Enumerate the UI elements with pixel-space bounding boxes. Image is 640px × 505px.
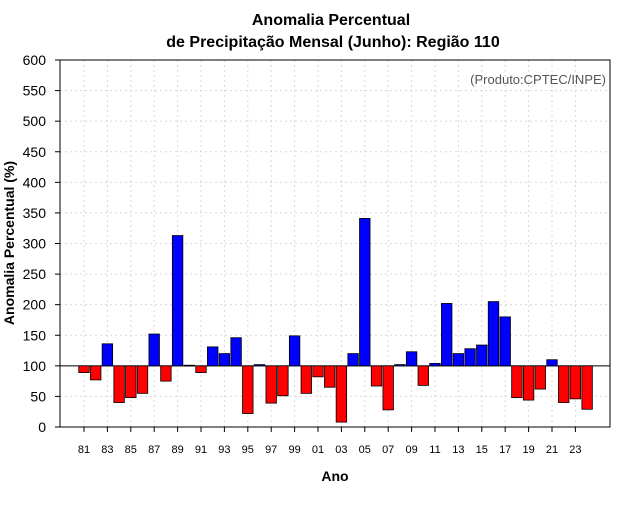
x-tick-label: 23 [569, 444, 581, 456]
bar-83 [101, 343, 114, 367]
bar-00 [300, 365, 312, 394]
x-tick-label: 95 [242, 444, 254, 456]
x-tick-label: 19 [522, 444, 534, 456]
chart-title-line-1: Anomalia Percentual [252, 12, 410, 29]
bar-82 [90, 365, 102, 381]
bar-98 [277, 365, 289, 397]
product-credit: (Produto:CPTEC/INPE) [470, 72, 606, 87]
x-tick-label: 05 [359, 444, 371, 456]
x-tick-label: 15 [476, 444, 488, 456]
bar-09 [405, 351, 418, 367]
y-tick-label: 500 [23, 113, 47, 129]
bar-94 [230, 337, 242, 367]
bar-18 [511, 365, 523, 399]
bar-01 [312, 365, 324, 378]
x-tick-label: 17 [499, 444, 511, 456]
bar-08 [394, 364, 406, 367]
x-tick-label: 89 [171, 444, 183, 456]
x-tick-label: 87 [148, 444, 160, 456]
bar-81 [78, 365, 90, 373]
y-axis-ticks: 0 50 100 150 200 250 300 350 400 450 500 550 600 [23, 52, 60, 435]
y-tick-label: 150 [23, 327, 47, 343]
bar-96 [253, 364, 266, 367]
y-tick-label: 200 [23, 297, 47, 313]
bar-95 [242, 365, 254, 414]
y-tick-label: 350 [23, 205, 47, 221]
x-tick-label: 01 [312, 444, 324, 456]
bar-23 [569, 365, 582, 400]
x-tick-label: 13 [452, 444, 464, 456]
x-tick-label: 21 [546, 444, 558, 456]
x-axis-ticks: 81 83 85 87 89 91 93 95 97 99 01 03 05 07 09 11 13 15 17 19… [78, 427, 582, 456]
x-tick-label: 07 [382, 444, 394, 456]
bar-14 [464, 348, 476, 367]
y-tick-label: 300 [23, 236, 47, 252]
y-axis-label: Anomalia Percentual (%) [1, 161, 17, 325]
y-tick-label: 600 [23, 52, 47, 68]
y-tick-label: 0 [38, 419, 46, 435]
bar-99 [288, 335, 301, 367]
x-axis-label: Ano [321, 468, 348, 484]
bar-05 [359, 218, 371, 367]
bar-93 [218, 353, 231, 367]
bar-07 [382, 365, 394, 411]
bar-02 [324, 365, 336, 388]
x-tick-label: 91 [195, 444, 207, 456]
bar-85 [125, 365, 137, 399]
x-tick-label: 11 [429, 444, 440, 456]
bars-layer [78, 218, 593, 423]
bar-15 [476, 344, 488, 367]
bar-86 [136, 365, 149, 394]
bar-10 [417, 365, 429, 386]
bar-97 [265, 365, 277, 404]
bar-88 [160, 365, 172, 382]
y-tick-label: 250 [23, 266, 47, 282]
y-tick-label: 100 [23, 358, 47, 374]
x-tick-label: 81 [78, 444, 90, 456]
chart-title-line-2: de Precipitação Mensal (Junho): Região 1… [166, 34, 500, 51]
y-tick-label: 450 [23, 144, 47, 160]
y-tick-label: 550 [23, 83, 47, 99]
x-tick-label: 99 [288, 444, 300, 456]
bar-91 [195, 365, 207, 373]
bar-04 [347, 353, 359, 367]
x-tick-label: 83 [101, 444, 113, 456]
y-tick-label: 400 [23, 174, 47, 190]
bar-16 [487, 301, 500, 367]
x-tick-label: 93 [218, 444, 230, 456]
bar-92 [207, 346, 219, 367]
bar-87 [148, 333, 160, 367]
bar-03 [335, 365, 348, 423]
bar-13 [452, 353, 465, 367]
bar-19 [522, 365, 535, 401]
x-tick-label: 03 [335, 444, 347, 456]
bar-20 [534, 365, 546, 390]
bar-84 [113, 365, 125, 403]
y-tick-label: 50 [30, 388, 46, 404]
bar-89 [171, 235, 184, 367]
bar-17 [499, 316, 511, 367]
bar-06 [370, 365, 383, 387]
bar-21 [546, 359, 558, 367]
x-tick-label: 09 [405, 444, 417, 456]
bar-12 [441, 303, 453, 367]
x-tick-label: 85 [125, 444, 137, 456]
x-tick-label: 97 [265, 444, 277, 456]
bar-24 [581, 365, 593, 410]
bar-90 [183, 364, 195, 367]
bar-22 [558, 365, 570, 403]
bar-11 [429, 362, 441, 367]
